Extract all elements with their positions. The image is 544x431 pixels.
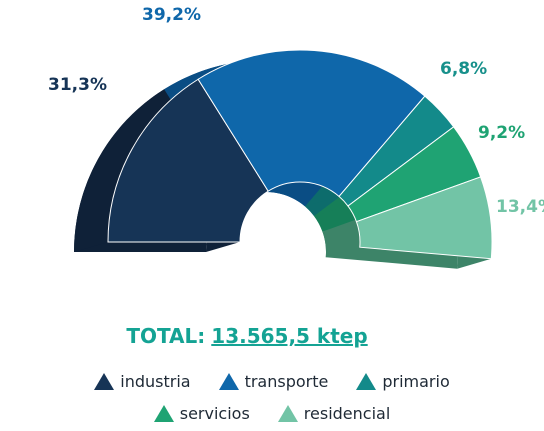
- slice-edge-industria: [74, 79, 199, 252]
- legend-item-transporte: transporte: [218, 372, 329, 391]
- legend-item-servicios: servicios: [153, 404, 250, 423]
- legend-item-industria: industria: [94, 372, 191, 391]
- slice-industria[interactable]: [107, 78, 269, 243]
- legend-item-primario: primario: [356, 372, 450, 391]
- total-label: TOTAL: 13.565,5 ktep: [0, 324, 494, 348]
- legend-label-industria: industria: [120, 372, 191, 391]
- data-label-residencial: 13,4%: [496, 197, 544, 217]
- slice-transporte[interactable]: [197, 49, 426, 198]
- legend-label-transporte: transporte: [244, 372, 329, 391]
- legend-marker-servicios: [153, 405, 174, 422]
- legend-marker-residencial: [277, 405, 298, 422]
- total-caption: TOTAL:: [126, 324, 206, 348]
- legend-marker-transporte: [218, 373, 239, 390]
- donut-hole: [231, 195, 335, 299]
- legend-row-2: servicios residencial: [0, 404, 544, 423]
- slice-tops: [107, 49, 493, 299]
- data-label-industria: 31,3%: [48, 75, 107, 95]
- legend-marker-industria: [94, 373, 115, 390]
- data-label-transporte: 39,2%: [142, 5, 201, 25]
- slice-inner-edge-servicios: [314, 206, 357, 232]
- data-labels: 31,3% 39,2% 6,8% 9,2% 13,4%: [48, 5, 544, 217]
- legend-row-1: industria transporte primario: [0, 372, 544, 391]
- legend-item-residencial: residencial: [277, 404, 391, 423]
- data-label-servicios: 9,2%: [478, 123, 525, 143]
- legend-marker-primario: [356, 373, 377, 390]
- legend-label-residencial: residencial: [303, 404, 391, 423]
- legend-label-primario: primario: [382, 372, 450, 391]
- total-value[interactable]: 13.565,5 ktep: [211, 324, 368, 348]
- slice-residencial[interactable]: [355, 176, 493, 260]
- legend-label-servicios: servicios: [179, 404, 250, 423]
- data-label-primario: 6,8%: [440, 59, 487, 79]
- slice-inner-edge-residencial: [322, 221, 360, 258]
